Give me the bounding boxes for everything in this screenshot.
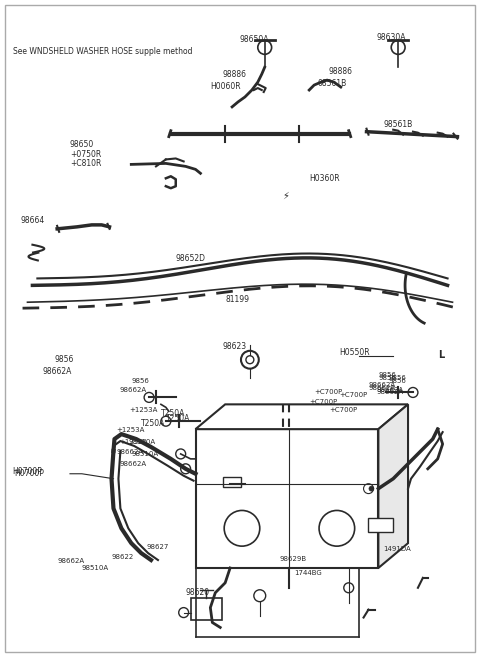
- Text: 1744BG: 1744BG: [294, 570, 322, 576]
- Text: ⚡: ⚡: [283, 191, 289, 201]
- Text: 98662A: 98662A: [376, 390, 404, 396]
- Text: 08561B: 08561B: [317, 79, 347, 88]
- Text: +1253A: +1253A: [120, 439, 148, 445]
- Text: 98627: 98627: [146, 544, 168, 550]
- Text: T250A: T250A: [161, 409, 185, 419]
- Text: 98662A: 98662A: [369, 382, 396, 388]
- Circle shape: [369, 486, 374, 491]
- Text: 98629B: 98629B: [279, 556, 307, 562]
- Bar: [369, 518, 393, 532]
- Polygon shape: [195, 404, 408, 429]
- Text: 9856: 9856: [388, 374, 406, 380]
- Text: +C700P: +C700P: [339, 392, 367, 398]
- Text: 98662A: 98662A: [42, 367, 72, 376]
- Text: H0060R: H0060R: [210, 82, 241, 91]
- Bar: [195, 429, 378, 568]
- Text: 98650: 98650: [70, 139, 94, 148]
- Text: 98886: 98886: [329, 67, 353, 76]
- Text: +C810R: +C810R: [70, 160, 101, 168]
- Text: 81199: 81199: [225, 295, 249, 304]
- Text: 98510A: 98510A: [82, 565, 109, 571]
- Text: 98662A: 98662A: [57, 558, 84, 564]
- Text: H0700P: H0700P: [14, 469, 45, 478]
- Text: 98630A: 98630A: [376, 33, 406, 41]
- Text: 98510A: 98510A: [131, 451, 158, 457]
- Text: 98510A: 98510A: [128, 439, 156, 445]
- Text: +1253A: +1253A: [117, 427, 145, 433]
- Text: +C700P: +C700P: [309, 399, 337, 405]
- Text: 98664: 98664: [21, 216, 45, 225]
- Text: 1491DA: 1491DA: [384, 546, 411, 552]
- Text: 9856: 9856: [54, 355, 73, 364]
- Text: 98662A: 98662A: [120, 461, 146, 467]
- Text: T250A: T250A: [166, 415, 190, 423]
- Text: 9856: 9856: [378, 372, 396, 378]
- Text: H0360R: H0360R: [309, 174, 340, 183]
- Bar: [191, 598, 222, 620]
- Text: L: L: [438, 350, 444, 360]
- Text: H0700P: H0700P: [12, 467, 43, 476]
- Bar: [223, 477, 241, 487]
- Text: 98652D: 98652D: [176, 254, 206, 263]
- Text: T250A: T250A: [141, 419, 166, 428]
- Text: 98561B: 98561B: [384, 120, 413, 129]
- Text: 9856: 9856: [131, 378, 149, 384]
- Text: +1253A: +1253A: [129, 407, 157, 413]
- Text: +C700P: +C700P: [329, 407, 357, 413]
- Text: 98662A: 98662A: [369, 384, 396, 390]
- Text: +C700P: +C700P: [314, 390, 342, 396]
- Polygon shape: [378, 404, 408, 568]
- Text: 98650A: 98650A: [240, 35, 269, 43]
- Text: 98620: 98620: [186, 588, 210, 597]
- Text: 98623: 98623: [222, 342, 246, 351]
- Text: H0550R: H0550R: [339, 348, 370, 357]
- Text: 98662A: 98662A: [120, 388, 146, 394]
- Text: 98886: 98886: [222, 70, 246, 79]
- Text: See WNDSHELD WASHER HOSE supple method: See WNDSHELD WASHER HOSE supple method: [12, 47, 192, 57]
- Text: 9856: 9856: [388, 378, 406, 384]
- Text: 98662A: 98662A: [117, 449, 144, 455]
- Text: 98662A: 98662A: [376, 386, 404, 392]
- Text: 9856: 9856: [378, 374, 396, 380]
- Text: +0750R: +0750R: [70, 150, 101, 158]
- Text: 98622: 98622: [111, 554, 134, 560]
